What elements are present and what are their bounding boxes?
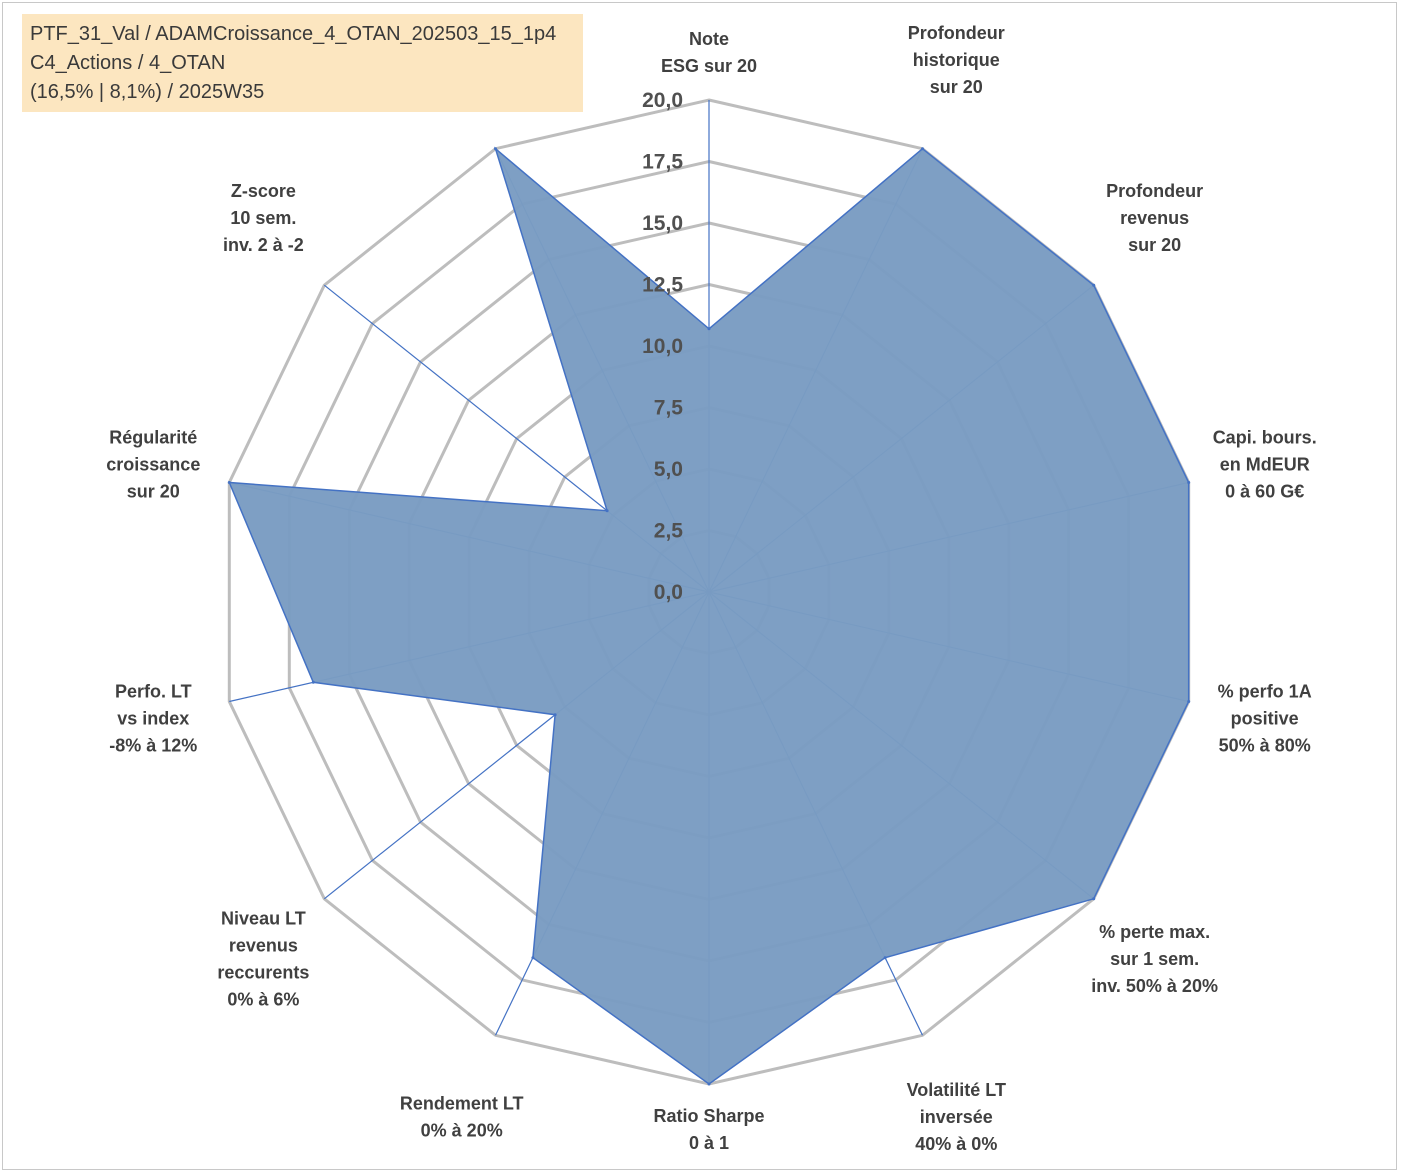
axis-label-line: Note (689, 29, 729, 49)
axis-label-line: ESG sur 20 (661, 56, 757, 76)
axis-label-line: 0 à 60 G€ (1225, 482, 1304, 502)
axis-label-line: revenus (1120, 208, 1189, 228)
axis-label-line: % perfo 1A (1218, 681, 1312, 701)
series-point-2 (921, 147, 924, 151)
axis-label-line: 0% à 6% (227, 989, 299, 1009)
tick-label: 2,5 (654, 520, 684, 543)
axis-label-line: Profondeur (908, 23, 1005, 43)
info-line-performance: (16,5% | 8,1%) / 2025W35 (30, 81, 265, 103)
axis-label-line: reccurents (217, 962, 309, 982)
axis-label-2: Profondeur historique sur 20 (908, 23, 1005, 97)
axis-label-8: Ratio Sharpe 0 à 1 (653, 1106, 764, 1153)
series-point-13 (605, 509, 609, 513)
axis-label-line: Z-score (231, 181, 296, 201)
axis-label-3: Profondeur revenus sur 20 (1106, 181, 1203, 255)
axis-label-line: Rendement LT (400, 1094, 524, 1114)
series-point-7 (883, 956, 887, 960)
axis-label-line: 40% à 0% (915, 1134, 997, 1154)
axis-label-line: 10 sem. (230, 208, 296, 228)
axis-label-line: 0 à 1 (689, 1133, 729, 1153)
series-point-4 (1187, 481, 1191, 484)
axis-label-line: Niveau LT (221, 908, 306, 928)
axis-label-line: -8% à 12% (109, 735, 197, 755)
axis-label-line: inversée (920, 1107, 993, 1127)
series-point-6 (1092, 897, 1096, 901)
axis-label-line: croissance (106, 455, 200, 475)
axis-label-line: Perfo. LT (115, 681, 192, 701)
series-point-11 (311, 680, 315, 684)
axis-label-5: % perfo 1A positive 50% à 80% (1218, 681, 1312, 755)
axis-label-line: inv. 2 à -2 (223, 235, 304, 255)
tick-label: 7,5 (654, 397, 684, 420)
series-point-3 (1092, 283, 1096, 287)
tick-label: 10,0 (642, 335, 683, 358)
radar-series (227, 146, 1191, 1086)
axis-label-line: 0% à 20% (421, 1121, 503, 1141)
series-point-10 (553, 713, 557, 717)
axis-label-11: Perfo. LT vs index -8% à 12% (109, 681, 197, 755)
tick-label: 12,5 (642, 274, 683, 297)
axis-label-line: sur 20 (930, 77, 983, 97)
axis-label-line: inv. 50% à 20% (1091, 976, 1218, 996)
axis-label-line: sur 1 sem. (1110, 949, 1199, 969)
series-point-12 (227, 481, 231, 484)
axis-label-line: vs index (117, 708, 189, 728)
axis-label-line: en MdEUR (1220, 455, 1310, 475)
axis-label-10: Niveau LT revenus reccurents 0% à 6% (217, 908, 309, 1009)
axis-label-6: % perte max. sur 1 sem. inv. 50% à 20% (1091, 922, 1218, 996)
axis-label-line: positive (1231, 708, 1299, 728)
axis-label-13: Z-score 10 sem. inv. 2 à -2 (223, 181, 304, 255)
axis-label-line: Ratio Sharpe (653, 1106, 764, 1126)
axis-label-line: Capi. bours. (1213, 428, 1317, 448)
series-point-8 (707, 1082, 711, 1086)
tick-label: 17,5 (642, 151, 683, 174)
tick-label: 15,0 (642, 212, 683, 235)
series-point-1 (707, 327, 711, 331)
axis-label-line: % perte max. (1099, 922, 1210, 942)
series-point-14 (494, 147, 497, 151)
tick-label: 20,0 (642, 89, 683, 112)
axis-label-line: historique (913, 50, 1000, 70)
portfolio-info-box: PTF_31_Val / ADAMCroissance_4_OTAN_20250… (22, 14, 583, 112)
info-line-portfolio: PTF_31_Val / ADAMCroissance_4_OTAN_20250… (30, 23, 557, 45)
axis-label-12: Régularité croissance sur 20 (106, 428, 200, 502)
radar-tick-labels: 0,0 2,5 5,0 7,5 10,0 12,5 15,0 17,5 20,0 (642, 89, 683, 604)
axis-label-1: Note ESG sur 20 (661, 29, 757, 76)
axis-label-9: Rendement LT 0% à 20% (400, 1094, 524, 1141)
series-point-9 (531, 956, 535, 960)
axis-label-line: 50% à 80% (1219, 735, 1311, 755)
radar-axis-labels: Note ESG sur 20 Profondeur historique sur 20… (106, 23, 1316, 1154)
tick-label: 5,0 (654, 458, 683, 481)
axis-label-4: Capi. bours. en MdEUR 0 à 60 G€ (1213, 428, 1317, 502)
axis-label-line: Régularité (109, 428, 197, 448)
axis-label-line: revenus (229, 935, 298, 955)
info-line-category: C4_Actions / 4_OTAN (30, 52, 226, 74)
axis-label-line: sur 20 (1128, 235, 1181, 255)
tick-label: 0,0 (654, 581, 683, 604)
axis-label-line: sur 20 (127, 482, 180, 502)
axis-label-7: Volatilité LT inversée 40% à 0% (907, 1080, 1006, 1154)
axis-label-line: Volatilité LT (907, 1080, 1006, 1100)
series-point-5 (1187, 700, 1191, 703)
axis-label-line: Profondeur (1106, 181, 1203, 201)
